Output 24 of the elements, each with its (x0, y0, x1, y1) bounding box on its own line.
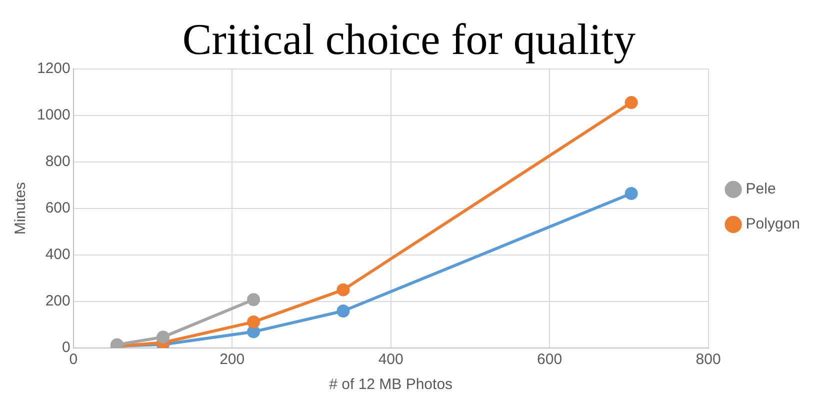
point (336, 304, 350, 318)
x-tick-label: 200 (220, 351, 245, 368)
x-tick-label: 400 (378, 351, 404, 368)
legend-label: Polygon (746, 216, 800, 233)
chart-title: Critical choice for quality (182, 14, 636, 64)
point (247, 293, 260, 306)
y-axis-title: Minutes (12, 182, 30, 235)
legend-label: Pele (746, 180, 776, 198)
point (336, 283, 350, 296)
point (624, 96, 638, 110)
x-tick-label: 800 (696, 351, 721, 368)
point (624, 187, 638, 200)
point (247, 315, 260, 328)
y-tick-label: 0 (62, 339, 70, 356)
y-tick-label: 600 (45, 200, 70, 217)
y-tick-label: 800 (45, 153, 70, 170)
point (247, 325, 260, 338)
y-tick-label: 200 (45, 292, 70, 310)
y-tick-label: 1200 (36, 60, 70, 77)
y-tick-label: 1000 (36, 106, 70, 124)
x-tick-label: 600 (537, 351, 562, 368)
y-tick-label: 400 (45, 246, 70, 264)
point (156, 330, 170, 344)
x-axis-title: # of 12 MB Photos (329, 376, 453, 394)
